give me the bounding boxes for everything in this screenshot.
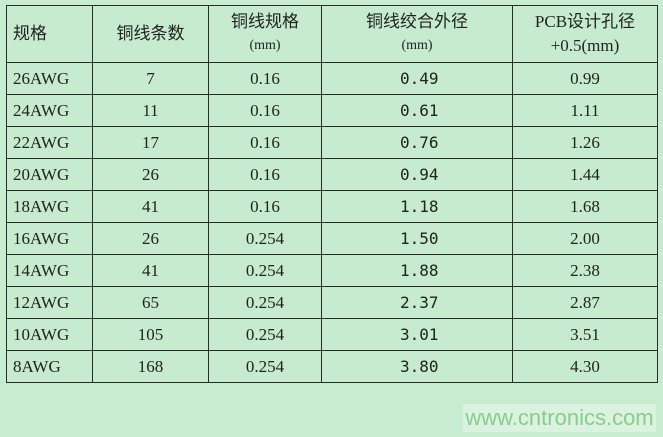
table-cell: 0.94 xyxy=(321,158,513,191)
table-cell: 0.16 xyxy=(208,126,322,159)
watermark: www.cntronics.com xyxy=(463,404,656,432)
table-cell: 1.26 xyxy=(512,126,658,159)
table-cell: 2.00 xyxy=(512,222,658,255)
table-row: 22AWG 17 0.16 0.76 1.26 xyxy=(6,126,658,159)
table-cell: 41 xyxy=(92,190,209,223)
table-cell: 0.254 xyxy=(208,350,322,383)
table-cell: 22AWG xyxy=(6,126,93,159)
table-cell: 3.51 xyxy=(512,318,658,351)
header-label: PCB设计孔径 xyxy=(534,12,636,31)
table-cell: 0.61 xyxy=(321,94,513,127)
header-label: 铜线条数 xyxy=(116,24,185,43)
table-cell: 0.254 xyxy=(208,222,322,255)
table-cell: 0.76 xyxy=(321,126,513,159)
table-cell: 26 xyxy=(92,222,209,255)
table-row: 12AWG 65 0.254 2.37 2.87 xyxy=(6,286,658,319)
table-row: 8AWG 168 0.254 3.80 4.30 xyxy=(6,350,658,383)
table-row: 20AWG 26 0.16 0.94 1.44 xyxy=(6,158,658,191)
table-cell: 0.254 xyxy=(208,318,322,351)
table-cell: 168 xyxy=(92,350,209,383)
table-cell: 65 xyxy=(92,286,209,319)
header-unit: +0.5(mm) xyxy=(550,36,620,55)
column-header: 铜线条数 xyxy=(92,5,209,63)
header-label: 铜线绞合外径 xyxy=(366,12,468,31)
table-cell: 2.37 xyxy=(321,286,513,319)
table-cell: 1.18 xyxy=(321,190,513,223)
table-cell: 14AWG xyxy=(6,254,93,287)
column-header: 规格 xyxy=(6,5,93,63)
table-cell: 12AWG xyxy=(6,286,93,319)
table-cell: 0.16 xyxy=(208,190,322,223)
table-cell: 0.254 xyxy=(208,286,322,319)
table-row: 16AWG 26 0.254 1.50 2.00 xyxy=(6,222,658,255)
table-cell: 4.30 xyxy=(512,350,658,383)
column-header: 铜线绞合外径 (mm) xyxy=(321,5,513,63)
header-label: 规格 xyxy=(13,24,47,43)
table-cell: 0.16 xyxy=(208,158,322,191)
table-cell: 2.38 xyxy=(512,254,658,287)
table-cell: 1.11 xyxy=(512,94,658,127)
column-header: 铜线规格 (mm) xyxy=(208,5,322,63)
table-cell: 24AWG xyxy=(6,94,93,127)
table-cell: 0.254 xyxy=(208,254,322,287)
table-cell: 0.16 xyxy=(208,94,322,127)
table-cell: 41 xyxy=(92,254,209,287)
header-unit: (mm) xyxy=(249,38,281,53)
table-cell: 8AWG xyxy=(6,350,93,383)
table-cell: 20AWG xyxy=(6,158,93,191)
table-cell: 0.16 xyxy=(208,62,322,95)
table-cell: 1.88 xyxy=(321,254,513,287)
table-cell: 26 xyxy=(92,158,209,191)
table-cell: 1.44 xyxy=(512,158,658,191)
table-cell: 11 xyxy=(92,94,209,127)
header-label: 铜线规格 xyxy=(231,12,299,31)
table-cell: 10AWG xyxy=(6,318,93,351)
awg-wire-table: 规格 铜线条数 铜线规格 (mm) 铜线绞合外径 (mm) PCB设计孔径 +0.5(mm) … xyxy=(6,5,658,383)
table-cell: 17 xyxy=(92,126,209,159)
table-cell: 2.87 xyxy=(512,286,658,319)
header-row: 规格 铜线条数 铜线规格 (mm) 铜线绞合外径 (mm) PCB设计孔径 +0.5(mm) xyxy=(6,5,658,63)
table-cell: 16AWG xyxy=(6,222,93,255)
column-header: PCB设计孔径 +0.5(mm) xyxy=(512,5,658,63)
table-cell: 3.80 xyxy=(321,350,513,383)
table-cell: 3.01 xyxy=(321,318,513,351)
table-row: 14AWG 41 0.254 1.88 2.38 xyxy=(6,254,658,287)
table-row: 26AWG 7 0.16 0.49 0.99 xyxy=(6,62,658,95)
table-row: 24AWG 11 0.16 0.61 1.11 xyxy=(6,94,658,127)
table-cell: 26AWG xyxy=(6,62,93,95)
table-cell: 1.50 xyxy=(321,222,513,255)
table-cell: 1.68 xyxy=(512,190,658,223)
table-cell: 7 xyxy=(92,62,209,95)
table-cell: 105 xyxy=(92,318,209,351)
table-cell: 0.49 xyxy=(321,62,513,95)
table-cell: 18AWG xyxy=(6,190,93,223)
table-row: 18AWG 41 0.16 1.18 1.68 xyxy=(6,190,658,223)
header-unit: (mm) xyxy=(401,38,433,53)
table-cell: 0.99 xyxy=(512,62,658,95)
table-row: 10AWG 105 0.254 3.01 3.51 xyxy=(6,318,658,351)
